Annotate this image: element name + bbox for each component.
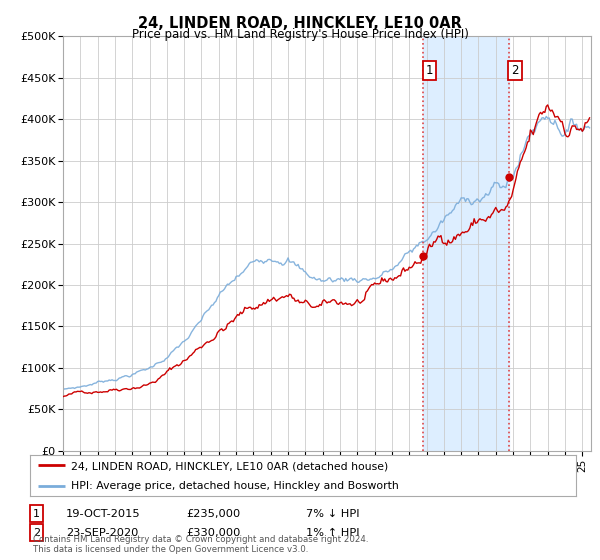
- Text: £330,000: £330,000: [186, 528, 241, 538]
- Text: 23-SEP-2020: 23-SEP-2020: [66, 528, 139, 538]
- Text: 24, LINDEN ROAD, HINCKLEY, LE10 0AR: 24, LINDEN ROAD, HINCKLEY, LE10 0AR: [138, 16, 462, 31]
- Text: 24, LINDEN ROAD, HINCKLEY, LE10 0AR (detached house): 24, LINDEN ROAD, HINCKLEY, LE10 0AR (det…: [71, 461, 388, 471]
- Text: 2: 2: [33, 528, 40, 538]
- Bar: [423, 36, 509, 451]
- Text: 2: 2: [511, 64, 519, 77]
- Text: 1: 1: [33, 508, 40, 519]
- Text: Price paid vs. HM Land Registry's House Price Index (HPI): Price paid vs. HM Land Registry's House …: [131, 28, 469, 41]
- Text: HPI: Average price, detached house, Hinckley and Bosworth: HPI: Average price, detached house, Hinc…: [71, 482, 398, 491]
- Text: 19-OCT-2015: 19-OCT-2015: [66, 508, 140, 519]
- Text: £235,000: £235,000: [186, 508, 240, 519]
- Text: 7% ↓ HPI: 7% ↓ HPI: [306, 508, 359, 519]
- Text: 1% ↑ HPI: 1% ↑ HPI: [306, 528, 359, 538]
- Text: 1: 1: [425, 64, 433, 77]
- Text: Contains HM Land Registry data © Crown copyright and database right 2024.
This d: Contains HM Land Registry data © Crown c…: [33, 535, 368, 554]
